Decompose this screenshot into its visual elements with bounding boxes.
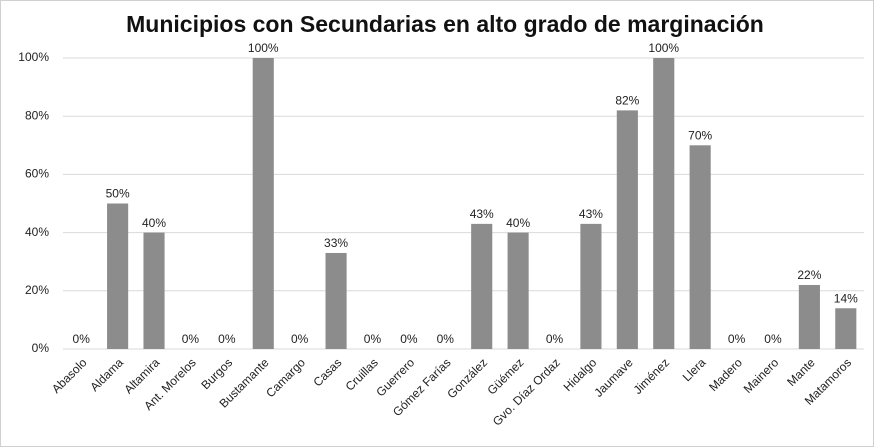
data-label: 100% <box>648 41 679 55</box>
data-label: 0% <box>218 332 236 346</box>
data-label: 0% <box>364 332 382 346</box>
data-label: 0% <box>400 332 418 346</box>
bar <box>107 203 129 349</box>
bar <box>580 223 602 349</box>
y-tick-label: 100% <box>18 50 49 64</box>
bar <box>616 110 638 349</box>
data-label: 33% <box>324 236 348 250</box>
data-label: 0% <box>728 332 746 346</box>
data-label: 50% <box>106 187 130 201</box>
bar <box>689 145 711 349</box>
data-label: 43% <box>470 207 494 221</box>
bar <box>325 252 347 349</box>
data-label: 0% <box>764 332 782 346</box>
data-label: 14% <box>834 291 858 305</box>
data-label: 82% <box>615 94 639 108</box>
y-tick-label: 20% <box>25 283 49 297</box>
data-label: 40% <box>142 216 166 230</box>
data-label: 0% <box>182 332 200 346</box>
bar <box>471 223 493 349</box>
data-label: 0% <box>291 332 309 346</box>
y-tick-label: 0% <box>32 341 50 355</box>
data-label: 40% <box>506 216 530 230</box>
data-label: 0% <box>437 332 455 346</box>
data-label: 43% <box>579 207 603 221</box>
bar <box>507 232 529 349</box>
chart-title: Municipios con Secundarias en alto grado… <box>126 11 764 37</box>
data-label: 100% <box>248 41 279 55</box>
bar <box>252 58 274 349</box>
bar <box>798 284 820 349</box>
data-label: 22% <box>797 268 821 282</box>
y-tick-label: 80% <box>25 108 49 122</box>
data-label: 0% <box>546 332 564 346</box>
bar <box>653 58 675 349</box>
y-tick-label: 60% <box>25 167 49 181</box>
data-label: 70% <box>688 128 712 142</box>
bar <box>835 308 857 349</box>
y-tick-label: 40% <box>25 225 49 239</box>
data-label: 0% <box>73 332 91 346</box>
bar <box>143 232 165 349</box>
